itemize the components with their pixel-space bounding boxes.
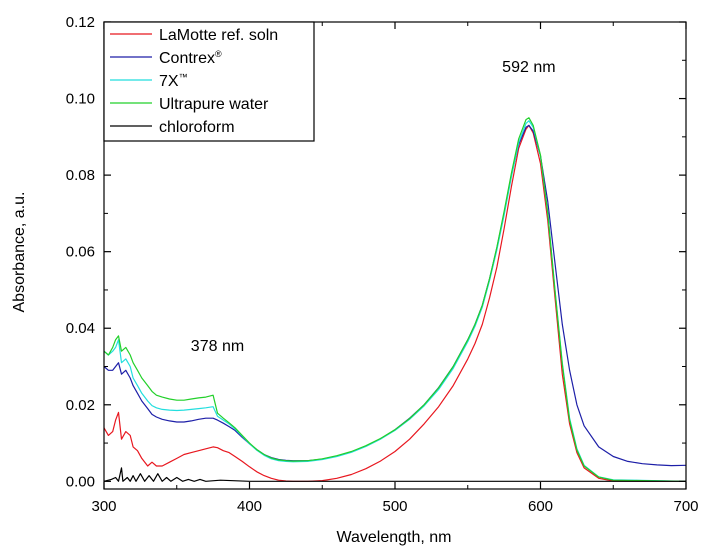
y-tick-label: 0.12 xyxy=(66,14,95,31)
series-line-2 xyxy=(103,120,687,482)
x-tick-label: 400 xyxy=(237,498,262,515)
x-tick-label: 500 xyxy=(382,498,407,515)
x-axis-title: Wavelength, nm xyxy=(336,529,451,546)
annotations: 592 nm 378 nm xyxy=(191,59,556,355)
peak-annotation-1: 378 nm xyxy=(191,338,244,355)
legend-label-1: Contrex® xyxy=(159,49,222,67)
peak-annotation-0: 592 nm xyxy=(502,59,555,76)
legend-superscript: ® xyxy=(215,49,222,59)
legend-label-3: Ultrapure water xyxy=(159,96,269,113)
series-line-0 xyxy=(103,124,687,482)
x-tick-label: 600 xyxy=(528,498,553,515)
legend-label-0: LaMotte ref. soln xyxy=(159,27,278,44)
series-layer xyxy=(103,117,687,482)
x-tick-label: 700 xyxy=(673,498,698,515)
y-tick-label: 0.10 xyxy=(66,91,95,108)
x-tick-label: 300 xyxy=(91,498,116,515)
y-tick-label: 0.08 xyxy=(66,167,95,184)
legend-superscript: ™ xyxy=(179,72,188,82)
y-axis-title: Absorbance, a.u. xyxy=(11,192,28,313)
legend-box xyxy=(103,21,315,142)
y-tick-label: 0.04 xyxy=(66,320,95,337)
series-line-3 xyxy=(103,117,687,482)
y-tick-label: 0.06 xyxy=(66,244,95,261)
y-tick-label: 0.02 xyxy=(66,397,95,414)
axes-layer: 300 400 500 600 700 0.00 0.02 0.04 0.06 0.08 0.10 0… xyxy=(66,14,699,515)
series-line-1 xyxy=(103,124,687,467)
y-tick-label: 0.00 xyxy=(66,473,95,490)
legend-label-4: chloroform xyxy=(159,119,235,136)
series-line-4 xyxy=(103,467,686,482)
